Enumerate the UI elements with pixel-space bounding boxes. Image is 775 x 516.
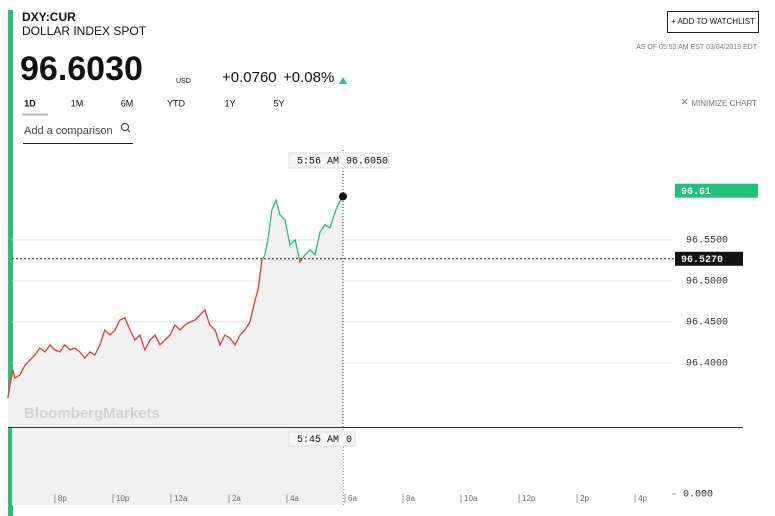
x-tick-label: 2a (232, 494, 241, 503)
tab[interactable]: YTD (167, 98, 186, 108)
comparison-input[interactable]: Add a comparison (24, 125, 113, 137)
tab[interactable]: 1M (71, 98, 84, 108)
volume-crosshair-time: 5:45 AM (297, 435, 339, 446)
volume-crosshair-value: 0 (346, 435, 352, 446)
x-tick-label: 8a (406, 494, 415, 503)
y-tick-label: 96.5000 (686, 277, 728, 288)
accent-bar (8, 10, 13, 516)
x-tick-label: 10a (464, 494, 478, 503)
minimize-chart[interactable]: MINIMIZE CHART (691, 99, 757, 108)
search-icon-handle (127, 129, 131, 133)
x-tick-label: 10p (116, 494, 130, 503)
last-price-tag (675, 183, 758, 198)
crosshair-value: 96.6050 (346, 157, 388, 168)
y-tick-label: 96.4000 (686, 359, 728, 370)
currency: USD (176, 78, 191, 85)
tab[interactable]: 1Y (224, 98, 235, 108)
change: +0.0760 (222, 69, 277, 86)
x-tick-label: 4p (638, 494, 647, 503)
last-point (338, 192, 347, 201)
prev-close-tag (675, 251, 743, 266)
symbol: DXY:CUR (22, 10, 76, 24)
up-arrow (339, 77, 347, 84)
watermark: BloombergMarkets (24, 405, 160, 422)
change-pct: +0.08% (283, 69, 334, 86)
x-tick-label: 12p (522, 494, 536, 503)
x-tick-label: 2p (580, 494, 589, 503)
tab[interactable]: 6M (121, 98, 134, 108)
x-tick-label: 6a (348, 494, 357, 503)
last-price-label: 96.61 (681, 187, 711, 198)
minimize-icon[interactable] (681, 98, 688, 105)
tab[interactable]: 1D (24, 98, 36, 108)
y-tick-label: 96.5500 (686, 236, 728, 247)
chart: 96.5500 96.5000 96.4500 96.4000 BloombergMar… (7, 150, 758, 505)
tabs: 1D 1M 6M YTD 1Y 5Y (22, 98, 285, 116)
price: 96.6030 (20, 50, 143, 88)
tab[interactable]: 5Y (273, 98, 284, 108)
volume-crosshair-box (288, 431, 356, 447)
price-line-up (261, 196, 344, 259)
watchlist-button[interactable] (667, 11, 759, 33)
prev-close-label: 96.5270 (681, 255, 723, 266)
x-tick-label: 12a (174, 494, 188, 503)
search-icon[interactable] (121, 123, 129, 131)
price-area (7, 196, 344, 427)
timestamp: AS OF 05:53 AM EST 03/04/2019 EDT (636, 44, 758, 51)
x-tick-label: 4a (290, 494, 299, 503)
crosshair-time: 5:56 AM (297, 157, 339, 168)
price-line-down (7, 258, 304, 399)
instrument-name: DOLLAR INDEX SPOT (22, 24, 147, 38)
crosshair-box (288, 152, 390, 169)
volume-bg (12, 427, 343, 505)
watchlist-button-label[interactable]: + ADD TO WATCHLIST (671, 17, 755, 26)
x-tick-label: 8p (58, 494, 67, 503)
y-tick-label: 96.4500 (686, 318, 728, 329)
volume-tick-label: 0.000 (683, 490, 713, 501)
